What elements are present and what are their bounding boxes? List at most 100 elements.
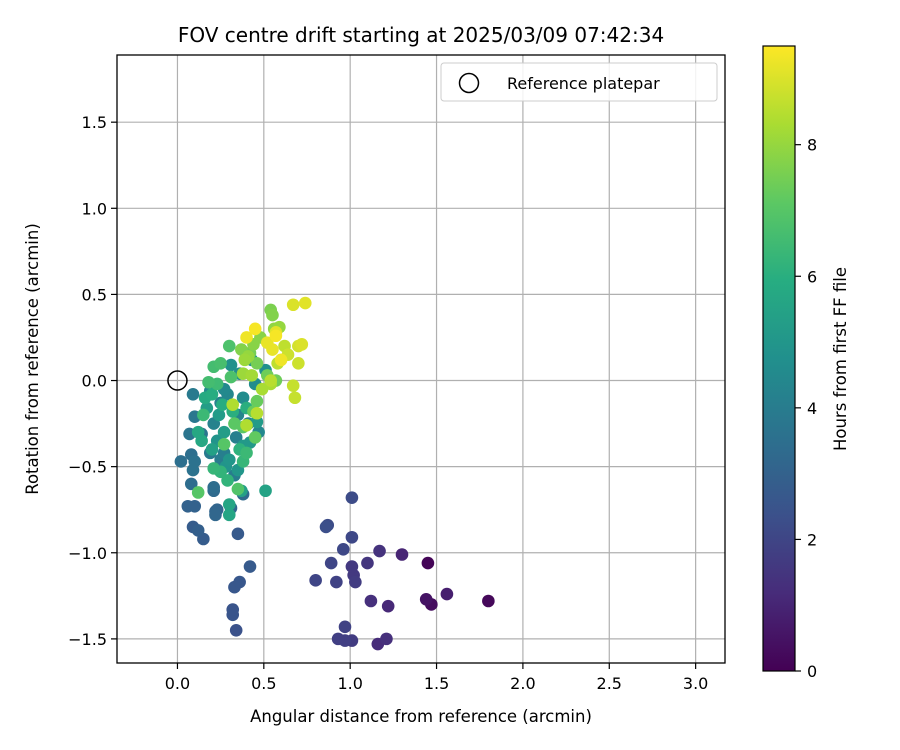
scatter-point — [309, 574, 322, 587]
colorbar-ticks: 0 2 4 6 8 — [795, 136, 817, 681]
scatter-point — [214, 357, 227, 370]
scatter-point — [188, 499, 202, 513]
scatter-point — [222, 453, 236, 467]
scatter-point — [250, 415, 264, 429]
scatter-point — [224, 370, 238, 384]
scatter-point — [197, 408, 210, 422]
chart-title: FOV centre drift starting at 2025/03/09 … — [178, 23, 664, 47]
y-axis-label: Rotation from reference (arcmin) — [23, 223, 42, 495]
scatter-point — [205, 443, 219, 456]
scatter-point — [419, 592, 433, 606]
grid — [117, 55, 725, 663]
y-tick-label: 0.5 — [82, 285, 107, 304]
reference-marker — [167, 370, 188, 391]
x-axis-ticks: 0.0 0.5 1.0 1.5 2.0 2.5 3.0 — [165, 663, 708, 693]
scatter-point — [224, 358, 238, 372]
scatter-point — [207, 462, 221, 475]
scatter-point — [298, 296, 312, 310]
colorbar-tick-label: 6 — [807, 267, 817, 286]
legend-box — [440, 62, 718, 102]
scatter-point — [286, 379, 300, 392]
scatter-point — [186, 388, 200, 401]
scatter-point — [248, 322, 262, 336]
scatter-point — [191, 425, 205, 439]
scatter-point — [221, 474, 234, 487]
scatter-point — [345, 560, 359, 573]
scatter-point — [395, 548, 409, 561]
scatter-point — [233, 575, 246, 589]
scatter-point — [266, 343, 279, 356]
scatter-point — [364, 594, 378, 608]
scatter-point — [222, 498, 236, 511]
scatter-point — [248, 431, 262, 444]
colorbar-tick-label: 4 — [807, 399, 817, 418]
scatter-point — [209, 508, 222, 522]
scatter-point — [440, 587, 454, 601]
scatter-points — [174, 296, 495, 651]
scatter-point — [226, 398, 240, 411]
scatter-point — [250, 357, 264, 370]
scatter-point — [331, 632, 345, 646]
colorbar-label: Hours from first FF file — [831, 267, 850, 451]
scatter-point — [269, 329, 283, 343]
scatter-point — [381, 599, 395, 613]
plot-frame — [116, 54, 726, 664]
scatter-point — [250, 406, 264, 420]
scatter-point — [373, 544, 386, 558]
colorbar-tick-label: 8 — [807, 136, 817, 155]
scatter-point — [361, 556, 374, 570]
scatter-point — [266, 308, 279, 322]
scatter-point — [229, 431, 243, 444]
scatter-point — [205, 388, 219, 401]
scatter-point — [217, 437, 231, 451]
scatter-point — [184, 477, 198, 491]
scatter-point — [240, 331, 253, 344]
x-tick-label: 3.0 — [683, 674, 708, 693]
scatter-point — [245, 369, 259, 382]
scatter-point — [286, 298, 300, 312]
scatter-point — [292, 357, 305, 370]
x-tick-label: 1.0 — [337, 674, 362, 693]
scatter-point — [222, 339, 236, 353]
colorbar: 0 2 4 6 8 Hours from first FF file — [762, 45, 850, 681]
scatter-point — [319, 520, 333, 534]
scatter-point — [191, 486, 205, 499]
colorbar-tick-label: 2 — [807, 530, 817, 549]
x-axis-label: Angular distance from reference (arcmin) — [250, 707, 592, 726]
x-tick-label: 2.5 — [597, 674, 622, 693]
scatter-point — [345, 530, 359, 544]
scatter-point — [188, 455, 202, 468]
scatter-point — [202, 375, 215, 389]
scatter-point — [236, 391, 250, 405]
scatter-point — [207, 481, 221, 494]
colorbar-tick-label: 0 — [807, 662, 817, 681]
scatter-point — [349, 575, 362, 589]
y-axis-ticks: −1.5 −1.0 −0.5 0.0 0.5 1.0 1.5 — [68, 113, 117, 649]
scatter-point — [259, 484, 272, 498]
scatter-point — [345, 491, 359, 504]
scatter-point — [421, 556, 435, 570]
scatter-point — [274, 353, 288, 367]
y-tick-label: 1.5 — [82, 113, 107, 132]
scatter-point — [222, 508, 236, 522]
scatter-point — [174, 455, 188, 468]
scatter-point — [330, 575, 343, 589]
legend: Reference platepar — [440, 62, 718, 102]
scatter-point — [482, 594, 495, 608]
y-tick-label: −1.5 — [68, 630, 107, 649]
scatter-point — [216, 398, 229, 411]
scatter-point — [243, 560, 257, 573]
scatter-point — [212, 408, 226, 422]
scatter-point — [229, 623, 243, 637]
scatter-point — [336, 543, 350, 556]
scatter-point — [238, 353, 252, 367]
x-tick-label: 1.5 — [424, 674, 449, 693]
x-tick-label: 0.0 — [165, 674, 190, 693]
scatter-point — [217, 425, 231, 439]
scatter-point — [240, 419, 253, 432]
scatter-point — [226, 603, 240, 616]
scatter-point — [240, 446, 253, 460]
y-tick-label: −0.5 — [68, 458, 107, 477]
scatter-point — [264, 374, 278, 387]
scatter-point — [295, 338, 309, 351]
